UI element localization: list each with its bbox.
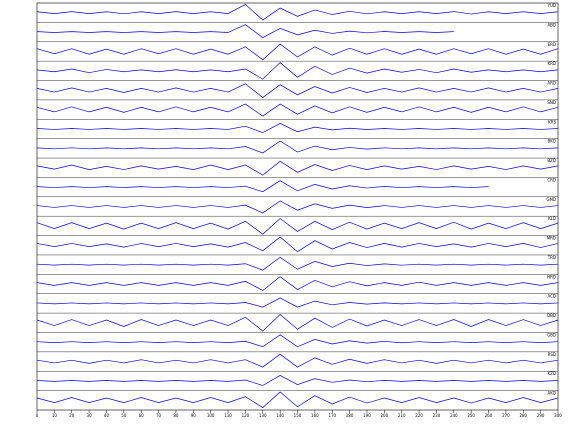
station-label: DBD <box>547 313 556 318</box>
x-tick-label: 20 <box>69 413 75 418</box>
x-tick-label: 100 <box>207 413 215 418</box>
x-tick-label: 90 <box>191 413 197 418</box>
waveform <box>36 374 559 386</box>
x-tick-label: 300 <box>554 413 562 418</box>
station-label: KZD <box>548 371 556 376</box>
x-tick-label: 230 <box>433 413 441 418</box>
station-label: GMD <box>546 197 556 202</box>
x-tick-label: 0 <box>36 413 39 418</box>
x-tick-label: 130 <box>259 413 267 418</box>
station-label: HRD <box>547 274 556 279</box>
station-label: AKD <box>548 391 556 396</box>
station-label: SND <box>547 100 556 105</box>
station-label: KLD <box>548 216 556 221</box>
station-label: ERD <box>548 42 556 47</box>
waveform <box>36 160 559 176</box>
station-label: TRD <box>547 255 556 260</box>
waveform <box>36 180 489 193</box>
station-label: MRD <box>547 236 556 241</box>
x-tick-label: 200 <box>381 413 389 418</box>
x-tick-label: 30 <box>87 413 93 418</box>
x-tick-label: 140 <box>276 413 284 418</box>
waveform <box>36 24 454 39</box>
x-tick-label: 80 <box>173 413 179 418</box>
x-tick-label: 250 <box>467 413 475 418</box>
waveform <box>36 140 559 154</box>
waveform <box>36 236 559 253</box>
x-tick-label: 160 <box>311 413 319 418</box>
waveform <box>36 103 559 117</box>
station-label: ABD <box>547 22 556 27</box>
waveform <box>36 218 559 235</box>
waveform <box>36 256 559 271</box>
x-tick-label: 70 <box>156 413 162 418</box>
station-label: KRS <box>548 119 556 124</box>
station-label: KRD <box>548 61 556 66</box>
x-tick-label: 110 <box>224 413 232 418</box>
x-tick-label: 60 <box>139 413 145 418</box>
x-tick-label: 240 <box>450 413 458 418</box>
station-label: BKD <box>548 139 556 144</box>
station-label: ARD <box>547 81 556 86</box>
waveform <box>36 276 559 291</box>
waveform <box>36 314 559 332</box>
x-tick-label: 190 <box>363 413 371 418</box>
x-tick-label: 50 <box>121 413 127 418</box>
x-tick-label: 210 <box>398 413 406 418</box>
x-tick-label: 10 <box>52 413 58 418</box>
waveform <box>36 200 559 214</box>
waveform <box>36 3 559 21</box>
waveform <box>36 334 559 348</box>
x-tick-label: 150 <box>294 413 302 418</box>
waveform <box>36 123 559 134</box>
waveform <box>36 83 559 99</box>
waveform <box>36 297 559 308</box>
station-label: GBD <box>547 332 556 337</box>
station-label: BZD <box>547 158 556 163</box>
station-label: RSD <box>548 352 556 357</box>
station-label: YUD <box>547 3 556 8</box>
x-tick-label: 180 <box>346 413 354 418</box>
waveform <box>36 43 559 61</box>
waveform <box>36 62 559 80</box>
x-tick-label: 260 <box>485 413 493 418</box>
x-tick-label: 170 <box>328 413 336 418</box>
x-tick-label: 280 <box>519 413 527 418</box>
x-tick-label: 290 <box>537 413 545 418</box>
waveform <box>36 353 559 368</box>
x-tick-label: 120 <box>242 413 250 418</box>
station-label: ACD <box>547 294 556 299</box>
station-label: CRD <box>547 177 556 182</box>
x-tick-label: 220 <box>415 413 423 418</box>
x-tick-label: 40 <box>104 413 110 418</box>
x-tick-label: 270 <box>502 413 510 418</box>
waveform <box>36 391 559 409</box>
